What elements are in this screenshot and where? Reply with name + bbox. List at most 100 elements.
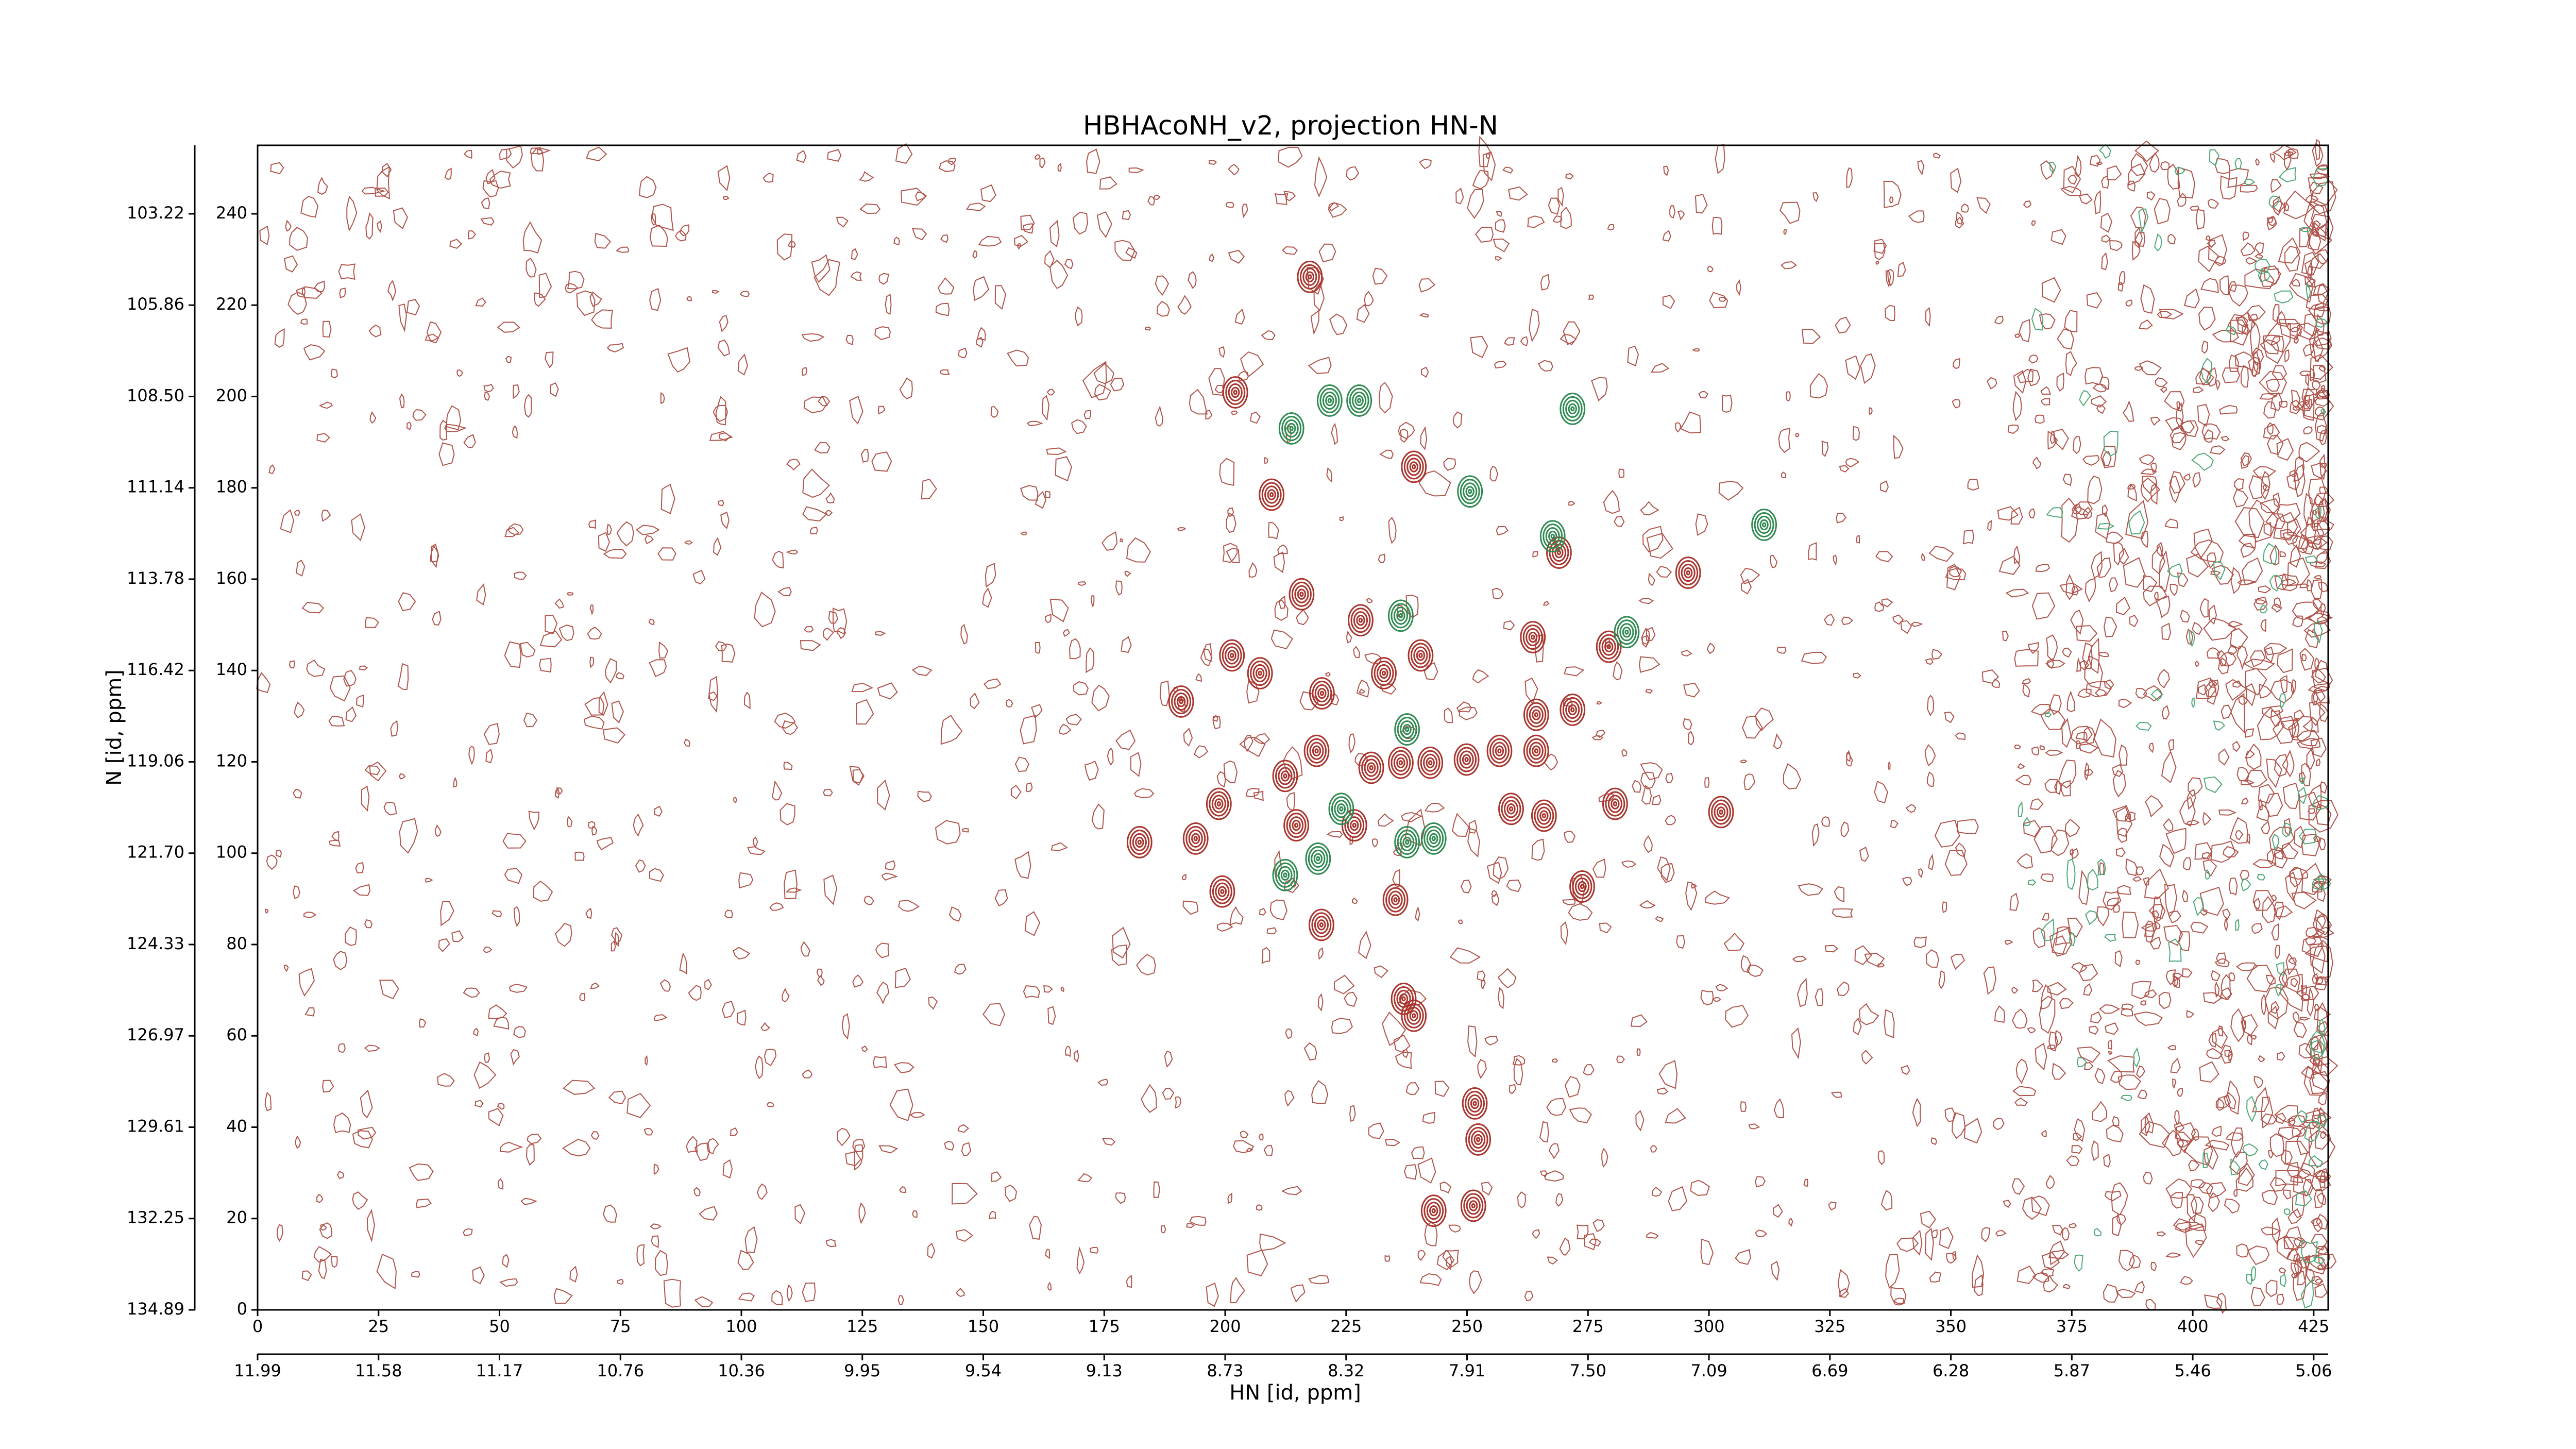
peak-contour [1708,796,1734,829]
peak-contour [1399,993,1409,1005]
y-tick-label: 20 [226,1208,247,1227]
peak [1289,578,1315,611]
peak-contour [1258,670,1262,676]
peak-contour [1216,801,1222,806]
peak-contour [1361,755,1382,781]
peak-contour [1272,858,1298,891]
peak [1316,384,1343,417]
peak-contour [1227,650,1236,661]
peak-contour [1252,664,1267,683]
peak-contour [1366,762,1376,773]
peak-contour [1334,800,1349,818]
peak-contour [1578,881,1587,892]
peak [1309,677,1335,710]
peak-contour [1309,908,1334,941]
x-tick-label: 250 [1451,1317,1483,1336]
peak-contour [1313,853,1323,865]
peak-contour [1417,746,1444,779]
peak-contour [1289,426,1294,431]
peak-contour [1423,825,1444,851]
y2-tick-label: 129.61 [127,1116,184,1136]
peak [1358,751,1384,784]
x2-tick-label: 11.17 [476,1361,523,1380]
peak-contour [1185,825,1206,851]
peak-contour [1614,616,1640,649]
peak-contour [1560,694,1586,726]
peak [1219,639,1245,672]
peak [1523,698,1549,731]
peak-contour [1501,796,1521,822]
y2-tick-label: 132.25 [127,1208,184,1227]
peak-contour [1565,399,1580,418]
peak-contour [1761,522,1767,528]
peak-contour [1397,717,1417,743]
peak-contour [1286,423,1296,434]
peak-contour [1420,822,1447,855]
x2-tick-label: 7.09 [1690,1361,1727,1380]
y2-tick-label: 134.89 [127,1299,184,1319]
peak-contour [1534,803,1554,829]
peak [1523,734,1549,767]
peak-contour [1354,395,1364,407]
peak-contour [1303,734,1330,767]
peak-contour [1431,836,1436,841]
peak-contour [1261,482,1282,508]
peak-contour [1182,822,1209,855]
peak-contour [1622,627,1632,638]
y2-tick-label: 124.33 [127,934,184,953]
peak-contour [1536,806,1551,825]
y-tick-label: 220 [216,294,247,314]
peak-contour [1211,795,1226,813]
peak-contour [1393,897,1398,903]
peak [1420,1194,1447,1227]
peak [1346,384,1372,417]
y-tick-label: 140 [216,660,247,679]
peak-contour [1409,1010,1418,1021]
peak-contour [1371,657,1397,689]
x-axis-label: HN [id, ppm] [1229,1381,1361,1405]
peak-contour [1255,667,1265,679]
peak-contour [1319,690,1325,696]
peak-contour [1264,485,1279,504]
peak-contour [1463,482,1478,501]
peak-contour [1126,826,1153,858]
peak-contour [1532,709,1541,720]
peak-contour [1358,751,1384,784]
peak-contour [1311,849,1326,868]
x2-tick-label: 6.69 [1811,1361,1848,1380]
peak [1259,478,1285,511]
peak-contour [1569,870,1595,903]
x-tick-label: 50 [489,1317,510,1336]
peak-contour [1757,515,1772,534]
x2-tick-label: 7.91 [1449,1361,1485,1380]
x-tick-label: 275 [1572,1317,1604,1336]
peak-contour [1225,379,1246,405]
peak-contour [1402,723,1412,735]
peak-contour [1606,644,1611,650]
peak-contour [1314,684,1329,703]
peak-contour [1328,793,1354,825]
peak-contour [1391,750,1411,776]
y2-tick-label: 108.50 [127,385,184,405]
peak-contour [1228,383,1243,402]
x-tick-label: 375 [2056,1317,2088,1336]
peak-contour [1209,791,1229,817]
peak-contour [1280,869,1290,881]
peak-contour [1453,743,1480,776]
x-tick-label: 0 [252,1317,263,1336]
peak [1305,842,1331,875]
peak-contour [1294,585,1309,603]
peak-contour [1275,862,1295,888]
x2-tick-label: 7.50 [1570,1361,1606,1380]
x-tick-label: 325 [1814,1317,1845,1336]
y2-tick-label: 119.06 [127,751,184,770]
x2-tick-label: 10.76 [597,1361,644,1380]
peak [1297,260,1323,293]
peak-contour [1316,384,1343,417]
peak-contour [1357,398,1362,403]
peak-contour [1543,524,1563,549]
peak-contour [1317,687,1327,699]
peak-contour [1269,492,1274,497]
peak-contour [1132,833,1147,852]
peak-contour [1309,742,1324,760]
